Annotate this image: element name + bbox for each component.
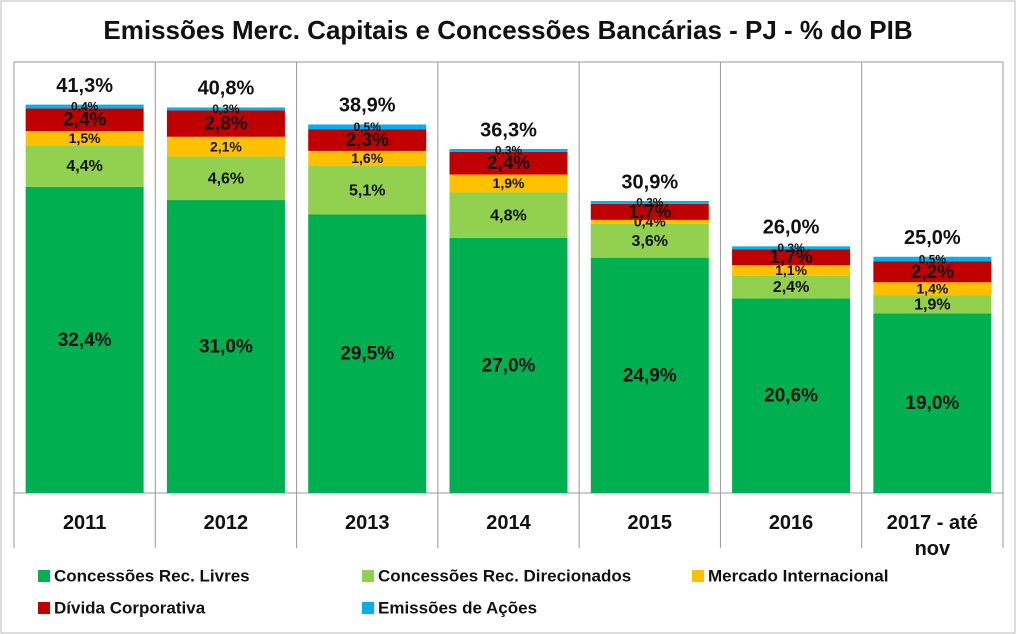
data-label: 0,4% bbox=[71, 100, 99, 114]
bar-segment bbox=[308, 214, 427, 493]
total-label: 26,0% bbox=[763, 217, 820, 239]
data-label: 2,2% bbox=[911, 262, 954, 283]
legend-label: Emissões de Ações bbox=[378, 598, 537, 617]
bar-segment bbox=[166, 200, 285, 494]
bar-segment bbox=[873, 256, 992, 262]
bar-segment bbox=[449, 174, 568, 193]
bar-segment bbox=[449, 151, 568, 175]
legend-label: Mercado Internacional bbox=[708, 566, 888, 585]
data-label: 31,0% bbox=[199, 337, 253, 358]
bar-segment bbox=[590, 200, 709, 204]
legend-swatch bbox=[38, 570, 50, 582]
x-tick-label: 2013 bbox=[344, 512, 390, 534]
data-label: 3,6% bbox=[632, 233, 668, 250]
bar-segment bbox=[449, 149, 568, 152]
bar-segment bbox=[308, 150, 427, 167]
x-tick-label: 2014 bbox=[486, 512, 531, 534]
data-label: 1,9% bbox=[914, 297, 950, 314]
bar-segment bbox=[449, 192, 568, 238]
data-label: 1,5% bbox=[69, 130, 101, 146]
bar-segment bbox=[732, 275, 851, 299]
data-label: 2,3% bbox=[346, 130, 389, 151]
bar-segment bbox=[308, 124, 427, 130]
total-label: 38,9% bbox=[339, 95, 396, 117]
total-label: 36,3% bbox=[480, 119, 537, 141]
data-label: 2,4% bbox=[487, 153, 530, 174]
bar-segment bbox=[449, 237, 568, 493]
data-label: 32,4% bbox=[58, 330, 112, 351]
bar-segment bbox=[732, 298, 851, 493]
bar-segment bbox=[873, 282, 992, 296]
bar-segment bbox=[873, 313, 992, 493]
data-label: 0,3% bbox=[495, 144, 523, 158]
bar-segment bbox=[25, 104, 144, 109]
data-label: 1,4% bbox=[916, 281, 948, 297]
data-label: 1,6% bbox=[351, 150, 383, 166]
bar-segment bbox=[590, 223, 709, 258]
bar-segment bbox=[732, 249, 851, 266]
data-label: 1,7% bbox=[628, 202, 671, 223]
legend-swatch bbox=[692, 570, 704, 582]
data-label: 19,0% bbox=[905, 393, 959, 414]
data-label: 29,5% bbox=[340, 344, 394, 365]
bar-segment bbox=[166, 136, 285, 157]
data-label: 4,6% bbox=[208, 171, 244, 188]
total-label: 40,8% bbox=[198, 78, 255, 100]
legend-label: Concessões Rec. Livres bbox=[54, 566, 250, 585]
legend-swatch bbox=[362, 570, 374, 582]
data-label: 5,1% bbox=[349, 182, 385, 199]
chart-title: Emissões Merc. Capitais e Concessões Ban… bbox=[103, 15, 912, 45]
legend-swatch bbox=[38, 602, 50, 614]
data-label: 0,3% bbox=[777, 241, 805, 255]
bar-segment bbox=[873, 261, 992, 283]
total-label: 25,0% bbox=[904, 227, 961, 249]
x-tick-label: 2012 bbox=[203, 512, 249, 534]
bar-segment bbox=[25, 186, 144, 493]
x-tick-label: 2017 - até nov bbox=[886, 512, 978, 560]
data-label: 1,7% bbox=[769, 247, 812, 268]
bar-segment bbox=[590, 219, 709, 224]
data-label: 0,5% bbox=[919, 252, 947, 266]
bar-segment bbox=[590, 257, 709, 493]
bar-segment bbox=[166, 110, 285, 137]
bar-segment bbox=[308, 166, 427, 215]
bar-segment bbox=[166, 107, 285, 111]
bar-segment bbox=[166, 156, 285, 201]
x-tick-label: 2015 bbox=[627, 512, 673, 534]
data-label: 4,8% bbox=[490, 207, 526, 224]
bar-segment bbox=[732, 265, 851, 276]
total-label: 41,3% bbox=[56, 75, 113, 97]
data-label: 4,4% bbox=[66, 158, 102, 175]
bar-segment bbox=[873, 295, 992, 314]
bar-segment bbox=[25, 131, 144, 146]
data-label: 0,3% bbox=[636, 196, 664, 210]
legend-label: Dívida Corporativa bbox=[54, 598, 206, 617]
legend-label: Concessões Rec. Direcionados bbox=[378, 566, 631, 585]
bar-segment bbox=[308, 129, 427, 151]
data-label: 1,9% bbox=[493, 175, 525, 191]
bar-segment bbox=[25, 145, 144, 187]
bar-segment bbox=[590, 203, 709, 220]
data-label: 20,6% bbox=[764, 386, 818, 407]
data-label: 27,0% bbox=[482, 355, 536, 376]
data-label: 2,4% bbox=[773, 279, 809, 296]
total-label: 30,9% bbox=[621, 171, 678, 193]
legend-swatch bbox=[362, 602, 374, 614]
data-label: 0,3% bbox=[212, 102, 240, 116]
x-tick-label: 2011 bbox=[62, 512, 107, 534]
bar-segment bbox=[25, 108, 144, 132]
bar-segment bbox=[732, 246, 851, 250]
data-label: 0,5% bbox=[354, 120, 382, 134]
x-tick-label: 2016 bbox=[768, 512, 814, 534]
data-label: 24,9% bbox=[623, 365, 677, 386]
data-label: 2,4% bbox=[63, 110, 106, 131]
data-label: 2,1% bbox=[210, 138, 242, 154]
data-label: 1,1% bbox=[775, 262, 807, 278]
data-label: 2,8% bbox=[204, 114, 247, 135]
